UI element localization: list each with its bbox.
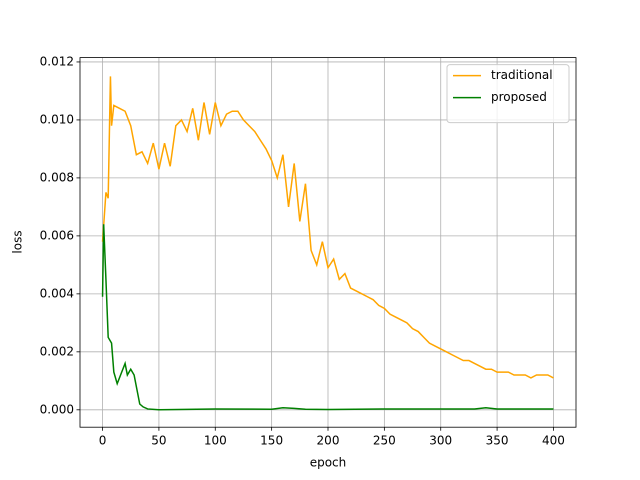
x-tick-label: 300 bbox=[429, 434, 452, 448]
y-tick-label: 0.008 bbox=[40, 170, 74, 184]
y-tick-label: 0.006 bbox=[40, 228, 74, 242]
plot-frame bbox=[79, 57, 577, 428]
x-tick-label: 150 bbox=[260, 434, 283, 448]
legend-box bbox=[446, 64, 570, 124]
y-tick-label: 0.004 bbox=[40, 286, 74, 300]
y-tick-label: 0.012 bbox=[40, 54, 74, 68]
x-tick-label: 200 bbox=[317, 434, 340, 448]
legend-label: traditional bbox=[491, 68, 553, 82]
x-tick-label: 400 bbox=[542, 434, 565, 448]
x-tick-label: 0 bbox=[99, 434, 107, 448]
x-tick-label: 250 bbox=[373, 434, 396, 448]
legend: traditional proposed bbox=[446, 64, 570, 124]
y-axis-label: loss bbox=[11, 230, 25, 253]
x-axis-label: epoch bbox=[310, 456, 347, 470]
x-tick-label: 100 bbox=[204, 434, 227, 448]
legend-label: proposed bbox=[491, 90, 547, 104]
y-tick-label: 0.000 bbox=[40, 402, 74, 416]
x-tick-label: 50 bbox=[151, 434, 166, 448]
x-tick-label: 350 bbox=[486, 434, 509, 448]
data-line bbox=[101, 224, 554, 411]
y-tick-label: 0.010 bbox=[40, 112, 74, 126]
data-line bbox=[101, 76, 554, 379]
y-tick-label: 0.002 bbox=[40, 344, 74, 358]
